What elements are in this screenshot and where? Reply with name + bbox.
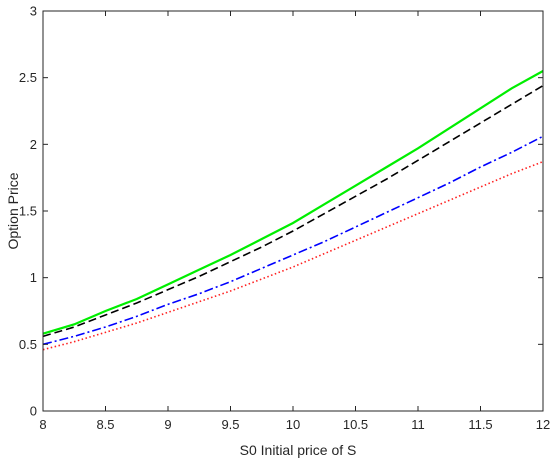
x-tick-label: 9.5 bbox=[221, 417, 239, 432]
series-layer bbox=[42, 70, 544, 351]
series-line-3-dashdot bbox=[42, 135, 544, 346]
x-tick-label: 12 bbox=[536, 417, 550, 432]
y-tick-label: 2 bbox=[30, 137, 37, 152]
y-axis-title: Option Price bbox=[5, 172, 21, 249]
plot-area bbox=[43, 11, 543, 411]
x-tick-label: 10 bbox=[286, 417, 300, 432]
y-tick-label: 0.5 bbox=[19, 337, 37, 352]
x-tick-label: 8 bbox=[39, 417, 46, 432]
x-axis-title: S0 Initial price of S bbox=[240, 442, 357, 458]
y-tick-label: 0 bbox=[30, 404, 37, 419]
y-tick-label: 3 bbox=[30, 4, 37, 19]
series-line-2-dashed bbox=[42, 84, 544, 338]
x-tick-label: 10.5 bbox=[343, 417, 368, 432]
x-tick-label: 8.5 bbox=[96, 417, 114, 432]
y-tick-label: 1.5 bbox=[19, 204, 37, 219]
plot-background bbox=[43, 11, 543, 411]
x-tick-label: 11 bbox=[411, 417, 425, 432]
series-line-1-solid bbox=[42, 70, 544, 335]
x-tick-label: 11.5 bbox=[468, 417, 492, 432]
y-tick-label: 2.5 bbox=[19, 70, 37, 85]
x-tick-label: 9 bbox=[164, 417, 171, 432]
series-line-4-dotted bbox=[42, 160, 544, 351]
y-tick-label: 1 bbox=[30, 270, 37, 285]
